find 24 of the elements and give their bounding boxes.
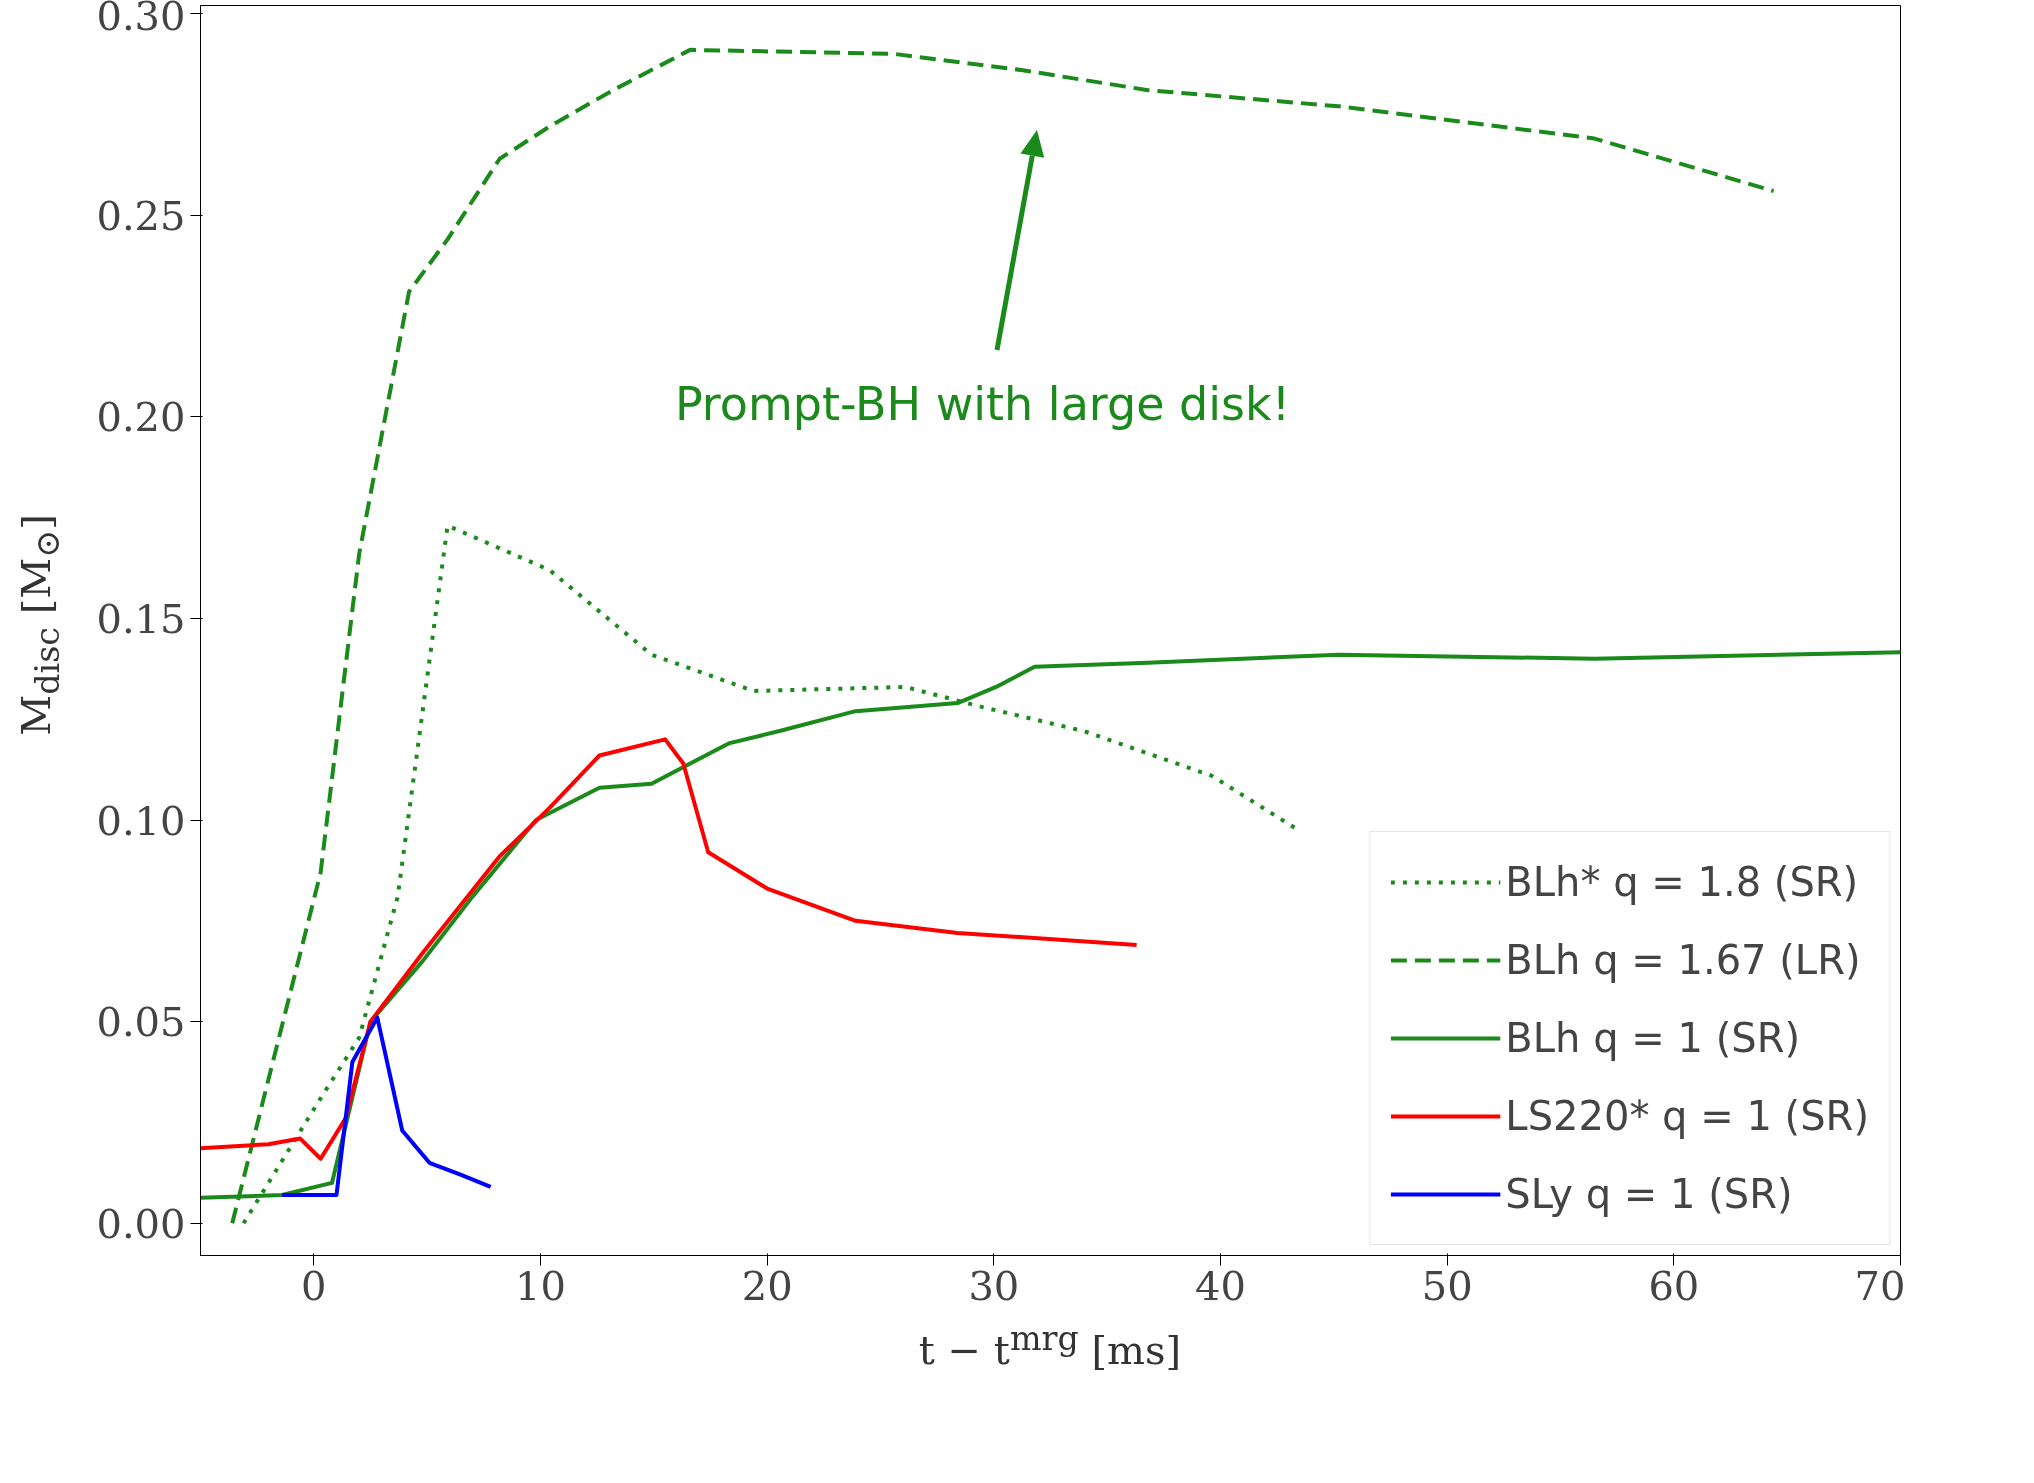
y-tick-label: 0.25	[96, 192, 186, 239]
legend-label: BLh* q = 1.8 (SR)	[1505, 858, 1859, 907]
x-tick-label: 20	[741, 1262, 793, 1309]
line-series	[280, 1015, 493, 1198]
x-tick-label: 50	[1421, 1262, 1473, 1309]
x-tick-label: 10	[515, 1262, 566, 1309]
x-tick-label: 60	[1648, 1262, 1700, 1309]
legend-label: SLy q = 1 (SR)	[1505, 1170, 1793, 1219]
line-series	[200, 737, 1139, 1161]
y-tick-label: 0.00	[96, 1200, 186, 1247]
y-tick-label: 0.10	[96, 797, 186, 844]
legend-label: BLh q = 1 (SR)	[1505, 1014, 1801, 1063]
x-axis-title: t − t$^{mrg}$ [ms]	[918, 1318, 1182, 1376]
x-tick-label: 0	[301, 1262, 327, 1309]
y-tick-label: 0.30	[96, 0, 186, 39]
y-tick-label: 0.05	[96, 999, 186, 1046]
y-tick-label: 0.20	[96, 394, 186, 441]
legend-label: LS220* q = 1 (SR)	[1505, 1092, 1869, 1141]
x-tick-label: 70	[1854, 1262, 1906, 1309]
annotation: Prompt-BH with large disk!	[674, 376, 1291, 431]
x-tick-label: 40	[1195, 1262, 1246, 1309]
y-tick-label: 0.15	[96, 595, 186, 642]
legend-label: BLh q = 1.67 (LR)	[1505, 936, 1861, 985]
x-tick-label: 30	[968, 1262, 1020, 1309]
